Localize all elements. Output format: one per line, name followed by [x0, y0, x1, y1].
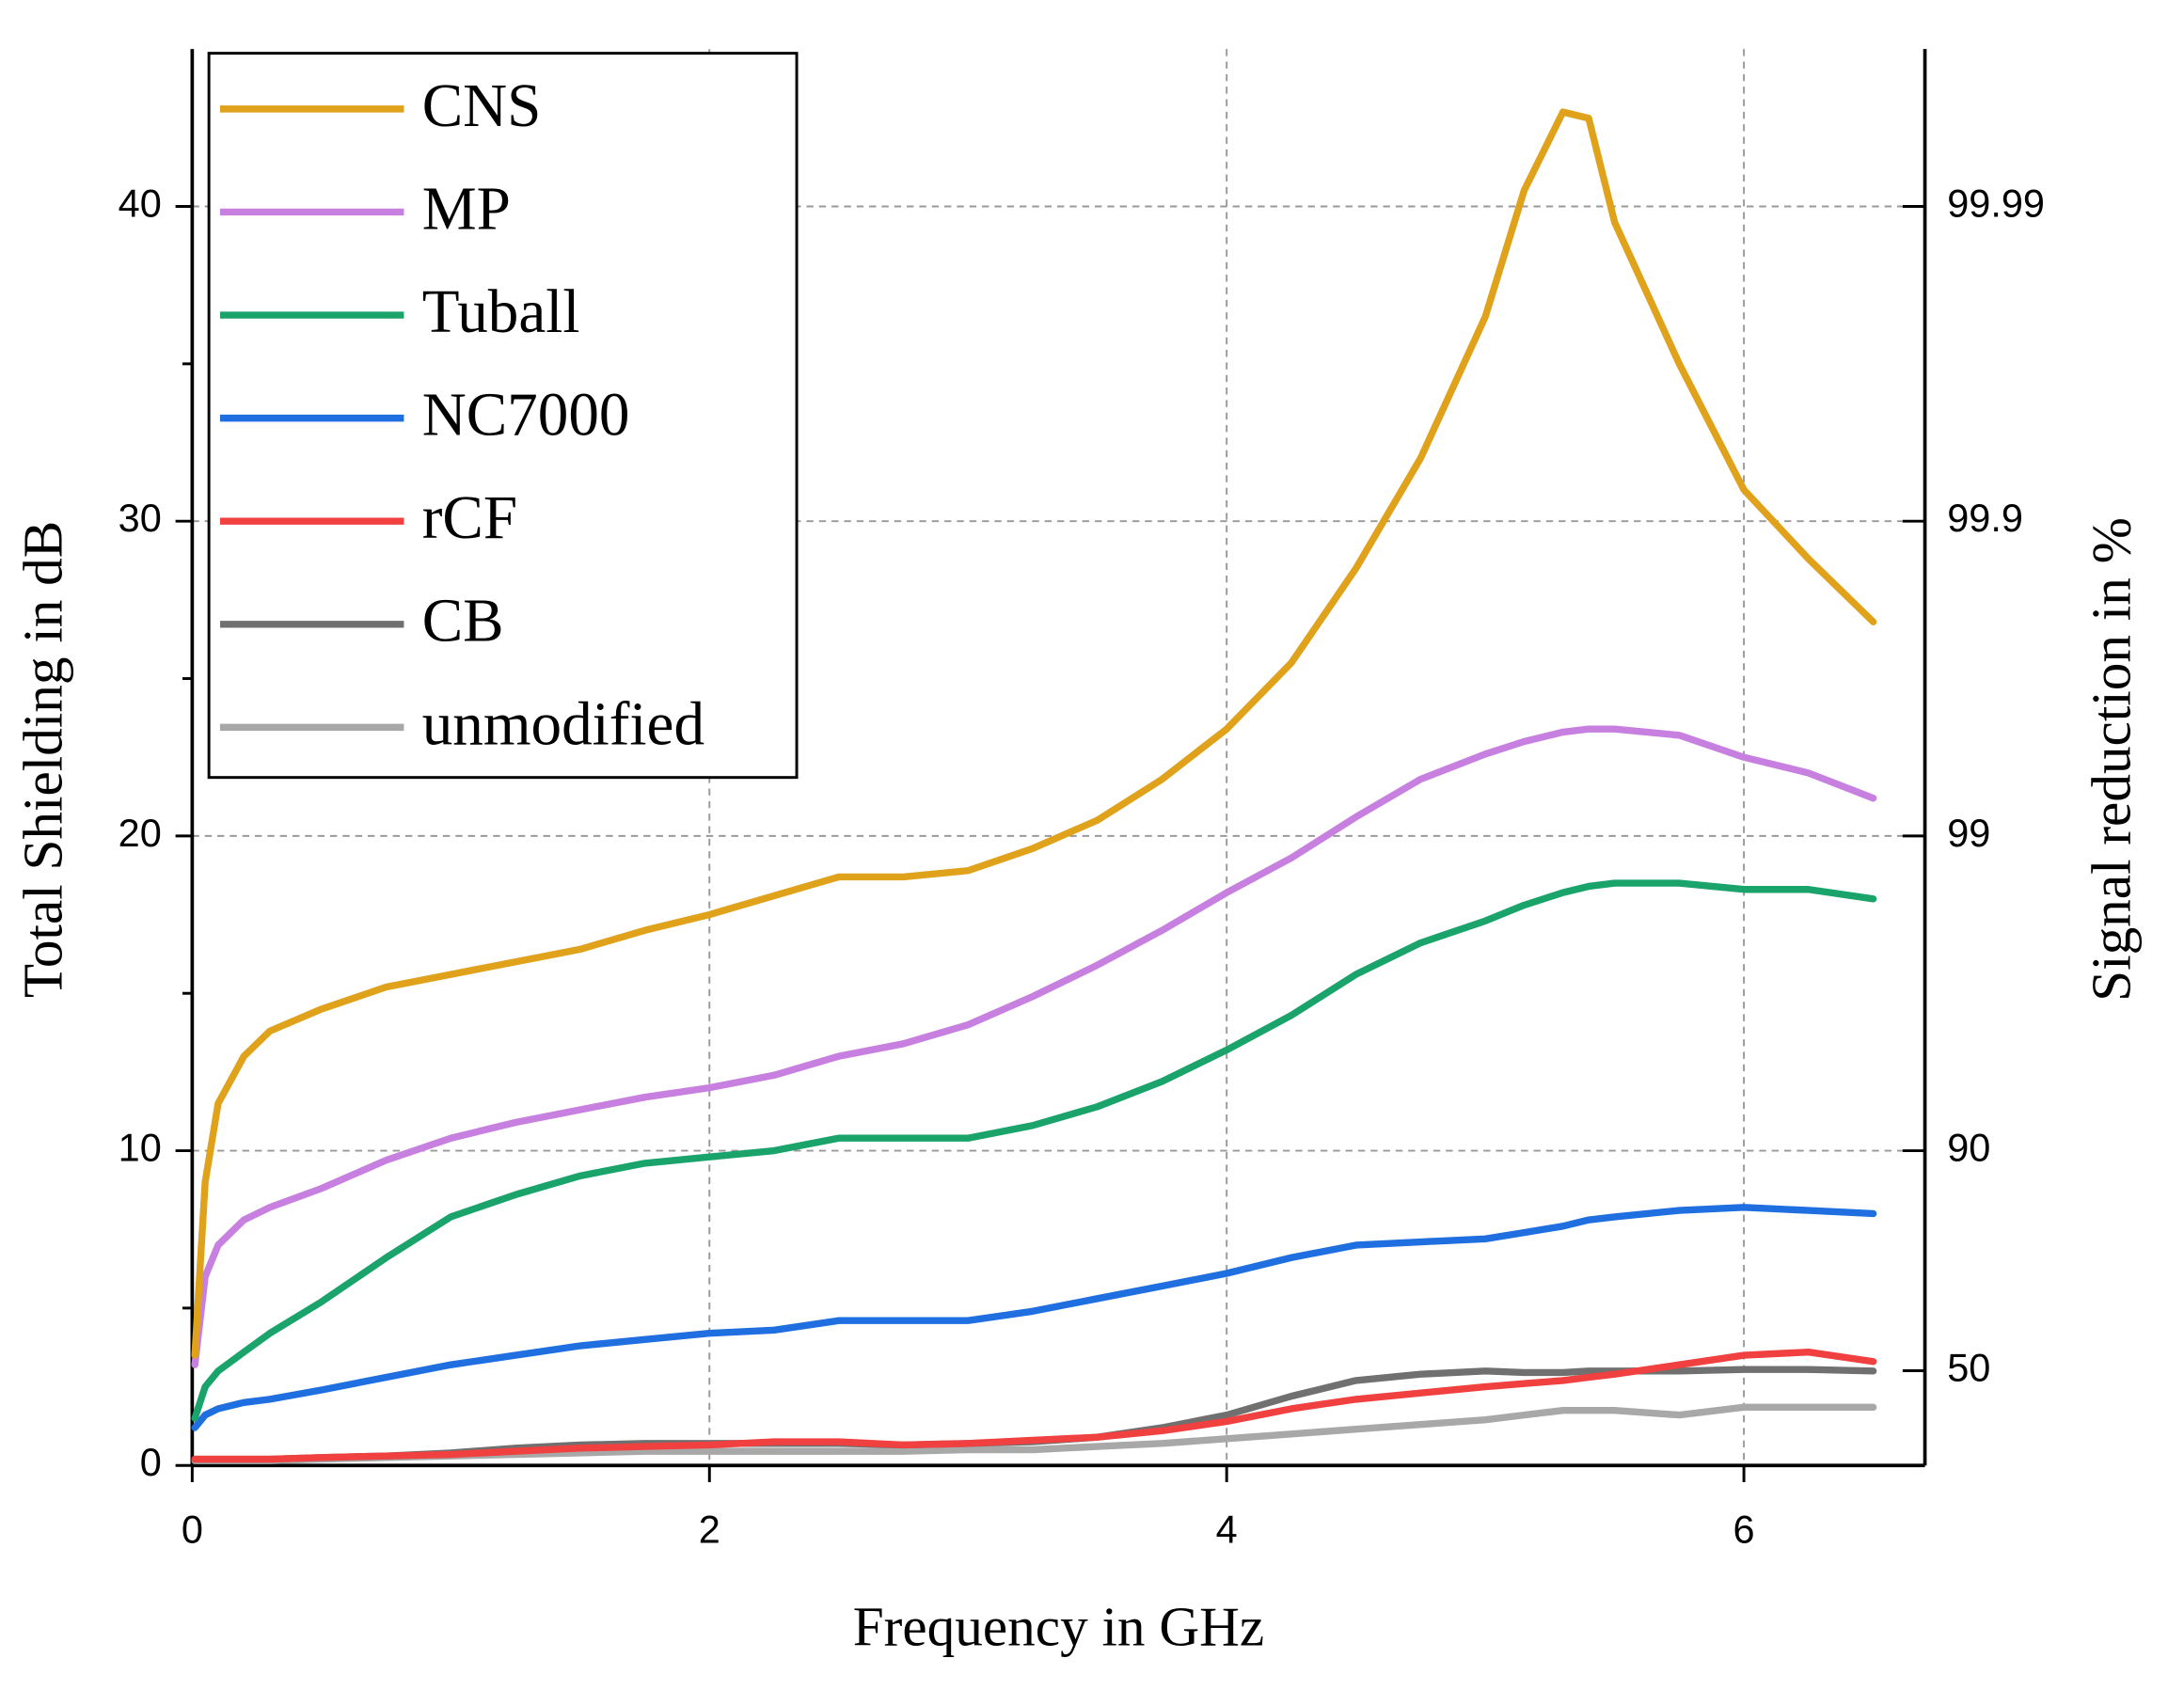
- y-tick-label: 30: [119, 496, 162, 540]
- y2-tick-label: 99.9: [1947, 496, 2023, 540]
- x-tick-label: 0: [182, 1507, 203, 1551]
- y2-axis-title: Signal reduction in %: [2081, 517, 2143, 1002]
- legend-label: unmodified: [422, 690, 704, 758]
- legend-label: CNS: [422, 72, 542, 140]
- x-tick-label: 2: [699, 1507, 720, 1551]
- x-axis-title: Frequency in GHz: [853, 1596, 1264, 1658]
- y2-tick-label: 90: [1947, 1126, 1990, 1170]
- data-line: [191, 1348, 1877, 1463]
- data-line: [191, 879, 1877, 1422]
- x-tick-label: 6: [1733, 1507, 1755, 1551]
- data-line: [191, 725, 1877, 1368]
- data-line: [191, 108, 1877, 1359]
- y-axis-title: Total Shielding in dB: [11, 521, 73, 998]
- x-tick-label: 4: [1216, 1507, 1238, 1551]
- legend-label: MP: [422, 175, 511, 243]
- legend-label: CB: [422, 588, 504, 655]
- y2-tick-label: 99.99: [1947, 181, 2045, 225]
- y-tick-label: 20: [119, 811, 162, 855]
- y2-tick-label: 99: [1947, 811, 1990, 855]
- y2-tick-label: 50: [1947, 1345, 1990, 1389]
- legend-label: Tuball: [422, 278, 580, 346]
- y-tick-label: 10: [119, 1126, 162, 1170]
- data-line: [191, 1204, 1877, 1431]
- legend-label: NC7000: [422, 382, 630, 450]
- y-tick-label: 0: [140, 1440, 162, 1484]
- y-tick-label: 40: [119, 181, 162, 225]
- legend-label: rCF: [422, 484, 517, 552]
